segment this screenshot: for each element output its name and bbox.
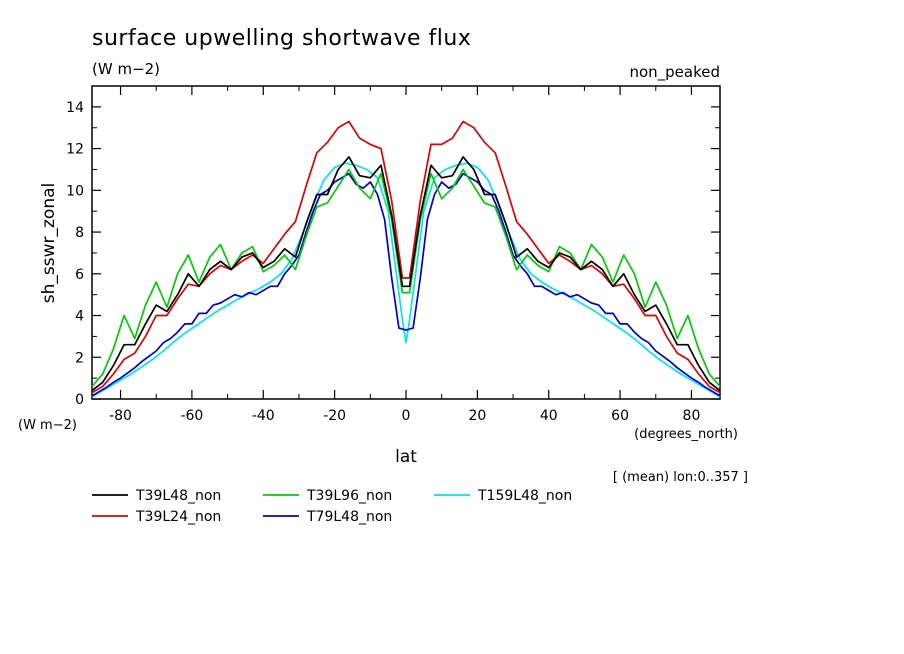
x-tick-label: -60: [180, 408, 203, 424]
x-tick-label: -40: [252, 408, 275, 424]
legend-item: T39L48_non: [92, 488, 221, 504]
chart-title: surface upwelling shortwave flux: [92, 26, 471, 51]
chart-tag: non_peaked: [629, 63, 720, 82]
chart-units-label: (W m−2): [92, 60, 160, 78]
x-tick-label: -20: [323, 408, 346, 424]
y-tick-label: 0: [75, 392, 84, 408]
x-tick-label: 60: [611, 408, 629, 424]
y-tick-label: 4: [75, 309, 84, 325]
axis-ticks: 0 2 4 6 8 10 12 14 -80 -60 -40 -20 0 20 40 60 80: [66, 86, 720, 424]
series-line-t39l24-non: [91, 120, 721, 394]
x-tick-label: 80: [683, 408, 701, 424]
y-tick-label: 14: [66, 100, 84, 116]
series-line-t39l96-non: [91, 168, 721, 388]
y-tick-label: 6: [75, 267, 84, 283]
legend-label: T39L96_non: [306, 488, 392, 504]
x-axis-units: (degrees_north): [634, 427, 738, 442]
legend: T39L48_non T39L24_non T39L96_non T79L48_non…: [92, 488, 572, 525]
legend-label: T39L24_non: [135, 509, 221, 525]
y-axis-units: (W m−2): [18, 418, 77, 433]
x-tick-label: -80: [109, 408, 132, 424]
series-lines: [91, 120, 721, 398]
legend-label: T159L48_non: [477, 488, 572, 504]
y-tick-label: 2: [75, 350, 84, 366]
legend-label: T39L48_non: [135, 488, 221, 504]
averaging-note: [ (mean) lon:0..357 ]: [613, 470, 748, 485]
legend-label: T79L48_non: [306, 509, 392, 525]
y-axis-label: sh_sswr_zonal: [39, 183, 59, 303]
series-line-t159l48-non: [91, 162, 721, 398]
y-tick-label: 12: [66, 142, 84, 158]
legend-item: T79L48_non: [263, 509, 392, 525]
legend-item: T39L96_non: [263, 488, 392, 504]
plot-frame: [91, 85, 721, 400]
series-line-t39l48-non: [91, 156, 721, 392]
series-line-t79l48-non: [91, 172, 721, 397]
plot-area: 0 2 4 6 8 10 12 14 -80 -60 -40 -20 0 20 40 60 80: [66, 85, 721, 424]
legend-item: T159L48_non: [434, 488, 572, 504]
x-axis-label: lat: [395, 447, 417, 467]
x-tick-label: 0: [402, 408, 411, 424]
x-tick-label: 40: [540, 408, 558, 424]
legend-item: T39L24_non: [92, 509, 221, 525]
x-tick-label: 20: [468, 408, 486, 424]
y-tick-label: 8: [75, 225, 84, 241]
y-tick-label: 10: [66, 183, 84, 199]
